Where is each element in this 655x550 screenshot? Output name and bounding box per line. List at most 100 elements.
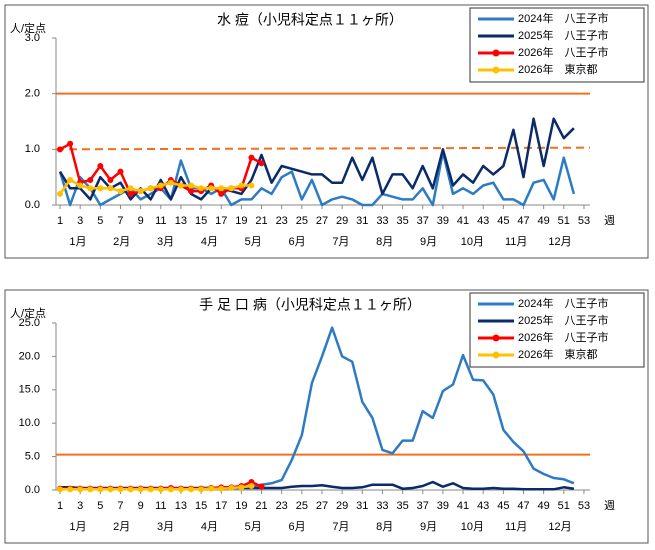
y-tick-label: 20.0 <box>19 350 40 362</box>
series-point <box>248 182 255 189</box>
series-point <box>127 190 134 197</box>
legend-marker <box>492 49 500 57</box>
legend-label: 2026年 八王子市 <box>518 330 608 344</box>
series-point <box>208 485 215 492</box>
series-point <box>107 185 114 192</box>
series-point <box>137 486 144 493</box>
x-tick-label: 3 <box>77 500 83 512</box>
series-point <box>87 176 94 183</box>
x-tick-label: 1 <box>57 215 63 227</box>
month-label: 10月 <box>461 521 484 533</box>
series-point <box>177 182 184 189</box>
series-point <box>57 146 64 153</box>
series-point <box>87 486 94 493</box>
series-point <box>258 483 265 490</box>
series-point <box>107 486 114 493</box>
x-tick-label: 25 <box>296 215 308 227</box>
month-label: 1月 <box>69 236 86 248</box>
month-label: 3月 <box>157 521 174 533</box>
month-label: 11月 <box>505 521 527 533</box>
series-line <box>58 150 576 207</box>
x-tick-label: 27 <box>316 500 328 512</box>
x-tick-label: 41 <box>457 500 469 512</box>
series-point <box>218 185 225 192</box>
series-point <box>57 486 64 493</box>
legend-label: 2026年 東京都 <box>518 347 597 361</box>
x-tick-label: 5 <box>97 500 103 512</box>
series-point <box>157 182 164 189</box>
x-tick-label: 51 <box>558 500 570 512</box>
x-tick-label: 13 <box>175 215 187 227</box>
series-point <box>258 160 265 167</box>
y-tick-label: 25.0 <box>19 317 40 329</box>
x-tick-label: 7 <box>117 215 123 227</box>
x-axis-unit: 週 <box>604 214 615 227</box>
legend-label: 2026年 八王子市 <box>518 45 608 59</box>
series-point <box>97 185 104 192</box>
x-tick-label: 11 <box>155 500 166 512</box>
y-axis-unit: 人/定点 <box>10 21 46 35</box>
series-point <box>208 185 215 192</box>
series-line <box>58 117 575 201</box>
x-tick-label: 47 <box>517 215 529 227</box>
x-tick-label: 35 <box>396 500 408 512</box>
month-label: 4月 <box>201 521 218 533</box>
month-label: 1月 <box>69 521 86 533</box>
legend-marker <box>492 351 500 359</box>
x-tick-label: 29 <box>336 500 348 512</box>
month-label: 6月 <box>288 236 305 248</box>
x-tick-label: 23 <box>276 500 288 512</box>
month-label: 2月 <box>113 236 130 248</box>
series-point <box>228 484 235 491</box>
series-point <box>97 486 104 493</box>
chart-title: 手 足 口 病（小児科定点１１ヶ所） <box>199 297 421 313</box>
x-tick-label: 31 <box>356 215 368 227</box>
month-label: 12月 <box>548 236 571 248</box>
month-label: 9月 <box>420 236 437 248</box>
series-point <box>147 486 154 493</box>
series-point <box>188 188 195 195</box>
x-tick-label: 43 <box>477 500 489 512</box>
legend-label: 2024年 八王子市 <box>518 296 608 310</box>
series-point <box>157 486 164 493</box>
series-point <box>77 182 84 189</box>
x-tick-label: 45 <box>497 500 509 512</box>
series-point <box>188 486 195 493</box>
series-point <box>238 484 245 491</box>
legend-label: 2025年 八王子市 <box>518 28 608 42</box>
legend-label: 2024年 八王子市 <box>518 11 608 25</box>
month-label: 10月 <box>461 236 484 248</box>
x-tick-label: 43 <box>477 215 489 227</box>
series-point <box>67 140 74 147</box>
x-tick-label: 41 <box>457 215 469 227</box>
month-label: 3月 <box>157 236 174 248</box>
x-tick-label: 49 <box>538 215 550 227</box>
x-tick-label: 11 <box>155 215 166 227</box>
y-tick-label: 5.0 <box>25 451 40 463</box>
x-axis-unit: 週 <box>604 499 615 512</box>
month-label: 9月 <box>420 521 437 533</box>
month-label: 6月 <box>288 521 305 533</box>
x-tick-label: 15 <box>195 500 207 512</box>
series-point <box>127 185 134 192</box>
series-point <box>177 486 184 493</box>
series-point <box>167 486 174 493</box>
x-tick-label: 33 <box>376 215 388 227</box>
x-tick-label: 5 <box>97 215 103 227</box>
x-tick-label: 9 <box>138 215 144 227</box>
x-tick-label: 15 <box>195 215 207 227</box>
month-label: 5月 <box>245 521 262 533</box>
month-label: 11月 <box>505 236 527 248</box>
x-tick-label: 3 <box>77 215 83 227</box>
series-point <box>147 185 154 192</box>
series-point <box>248 154 255 161</box>
series-point <box>188 182 195 189</box>
x-tick-label: 23 <box>276 215 288 227</box>
month-label: 5月 <box>245 236 262 248</box>
x-tick-label: 21 <box>255 215 267 227</box>
series-point <box>117 168 124 175</box>
x-tick-label: 7 <box>117 500 123 512</box>
reference-line <box>55 146 591 151</box>
